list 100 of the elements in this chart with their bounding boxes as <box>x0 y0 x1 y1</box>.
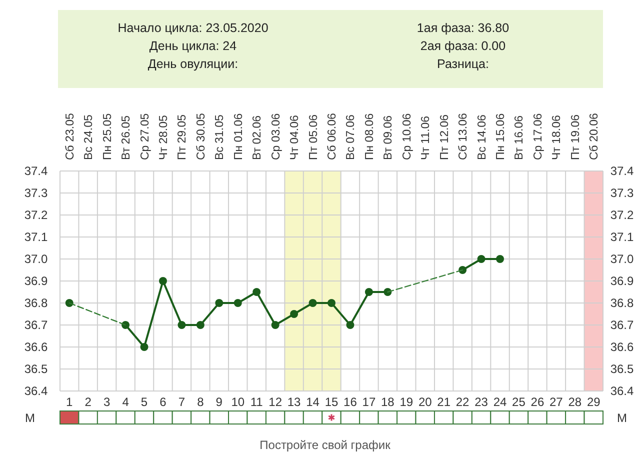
y2-tick-label: 36.8 <box>610 296 634 310</box>
x2-tick-label: Вт 16.06 <box>514 115 526 160</box>
x-tick-label: 11 <box>250 395 264 409</box>
point <box>308 299 317 307</box>
x-tick-label: 21 <box>437 395 451 409</box>
y-tick-label: 36.8 <box>24 296 48 310</box>
y-tick-label: 36.4 <box>24 384 48 398</box>
x-tick-label: 10 <box>231 395 245 409</box>
x2-tick-label: Сб 13.06 <box>458 113 470 160</box>
x2-tick-label: Вс 24.05 <box>83 114 96 160</box>
x-tick-label: 6 <box>160 395 167 409</box>
x-tick-label: 7 <box>178 395 186 409</box>
x2-tick-label: Чт 04.06 <box>289 115 302 160</box>
point <box>158 277 167 285</box>
x-tick-label: 15 <box>324 395 338 409</box>
x2-tick-label: Сб 23.05 <box>64 113 76 160</box>
x-tick-label: 2 <box>84 395 92 409</box>
x2-tick-label: Пт 05.06 <box>308 114 320 160</box>
y2-tick-label: 37.3 <box>610 186 634 200</box>
point <box>252 288 261 296</box>
x-tick-label: 5 <box>140 395 148 409</box>
y2-tick-label: 37.0 <box>610 252 634 266</box>
x2-tick-label: Пн 25.05 <box>102 113 114 160</box>
x2-tick-label: Ср 10.06 <box>401 113 414 160</box>
x-tick-label: 3 <box>103 395 110 409</box>
x-tick-label: 28 <box>568 395 582 409</box>
x-tick-label: 27 <box>550 395 564 409</box>
x2-tick-label: Ср 03.06 <box>270 113 282 160</box>
x2-tick-label: Пн 15.06 <box>495 113 508 160</box>
x-tick-label: 14 <box>306 395 320 409</box>
text: 2ая фаза: 0.00 <box>420 39 506 53</box>
point <box>328 299 336 307</box>
x2-tick-label: Сб 20.06 <box>588 113 601 160</box>
x2-tick-label: Пт 29.05 <box>176 114 189 160</box>
x-tick-label: 20 <box>418 395 432 409</box>
text: День овуляции: <box>148 57 238 71</box>
x2-tick-label: Вт 26.05 <box>120 115 133 160</box>
y-tick-label: 37.0 <box>24 252 48 266</box>
x-tick-label: 4 <box>122 395 130 409</box>
point <box>496 255 504 263</box>
y2-tick-label: 36.7 <box>610 318 634 332</box>
x-tick-label: 17 <box>362 395 376 409</box>
x2-tick-label: Пн 08.06 <box>364 113 376 160</box>
x-tick-label: 24 <box>493 395 508 409</box>
y2-tick-label: 36.6 <box>610 340 634 354</box>
point <box>234 299 242 307</box>
x-tick-label: 29 <box>586 395 601 409</box>
x2-tick-label: Пн 01.06 <box>232 113 245 160</box>
x-tick-label: 12 <box>268 395 282 409</box>
point <box>122 321 130 329</box>
x-tick-label: 16 <box>344 395 358 409</box>
x2-tick-label: Вт 09.06 <box>382 115 395 160</box>
point <box>271 321 280 329</box>
point <box>364 288 373 296</box>
x-tick-label: 13 <box>287 395 302 409</box>
x2-tick-label: Вс 07.06 <box>345 114 358 160</box>
x2-tick-label: Пт 12.06 <box>438 114 451 160</box>
point <box>196 321 204 329</box>
text: 1ая фаза: 36.80 <box>416 21 510 35</box>
point <box>477 255 486 263</box>
text: М <box>617 411 627 425</box>
point <box>178 321 186 329</box>
x2-tick-label: Пт 19.06 <box>570 114 582 160</box>
x2-tick-label: Чт 11.06 <box>420 116 432 160</box>
y2-tick-label: 36.4 <box>610 384 634 398</box>
x2-tick-label: Сб 30.05 <box>195 113 208 160</box>
x-tick-label: 18 <box>380 395 395 409</box>
y2-tick-label: 37.1 <box>610 230 634 244</box>
x-tick-label: 8 <box>197 395 204 409</box>
x-tick-label: 19 <box>400 395 414 409</box>
point <box>140 343 148 351</box>
x-tick-label: 23 <box>474 395 488 409</box>
x2-tick-label: Вт 02.06 <box>252 115 264 160</box>
text: М <box>25 411 35 425</box>
text: Начало цикла: 23.05.2020 <box>118 21 268 35</box>
point <box>290 310 298 318</box>
text: Разница: <box>437 57 489 71</box>
x-tick-label: 25 <box>512 395 526 409</box>
x2-tick-label: Ср 17.06 <box>532 113 544 160</box>
x2-tick-label: Чт 28.05 <box>158 115 170 160</box>
y-tick-label: 37.3 <box>24 186 48 200</box>
x2-tick-label: Сб 06.06 <box>326 113 338 160</box>
y-tick-label: 36.6 <box>24 340 48 354</box>
y-tick-label: 37.1 <box>24 230 48 244</box>
x-tick-label: 22 <box>456 395 470 409</box>
x2-tick-label: Ср 27.05 <box>139 113 152 160</box>
y2-tick-label: 37.2 <box>610 208 634 222</box>
y-tick-label: 37.2 <box>24 208 48 222</box>
y2-tick-label: 36.9 <box>610 274 634 288</box>
point <box>215 299 224 307</box>
x2-tick-label: Чт 18.06 <box>551 115 564 160</box>
y-tick-label: 36.7 <box>24 318 48 332</box>
x2-tick-label: Вс 31.05 <box>214 114 226 160</box>
y-tick-label: 36.5 <box>24 362 48 376</box>
y-tick-label: 36.9 <box>24 274 48 288</box>
text: День цикла: 24 <box>149 39 237 53</box>
y2-tick-label: 37.4 <box>610 164 634 178</box>
y-tick-label: 37.4 <box>24 164 48 178</box>
y2-tick-label: 36.5 <box>610 362 634 376</box>
x2-tick-label: Вс 14.06 <box>476 114 488 160</box>
